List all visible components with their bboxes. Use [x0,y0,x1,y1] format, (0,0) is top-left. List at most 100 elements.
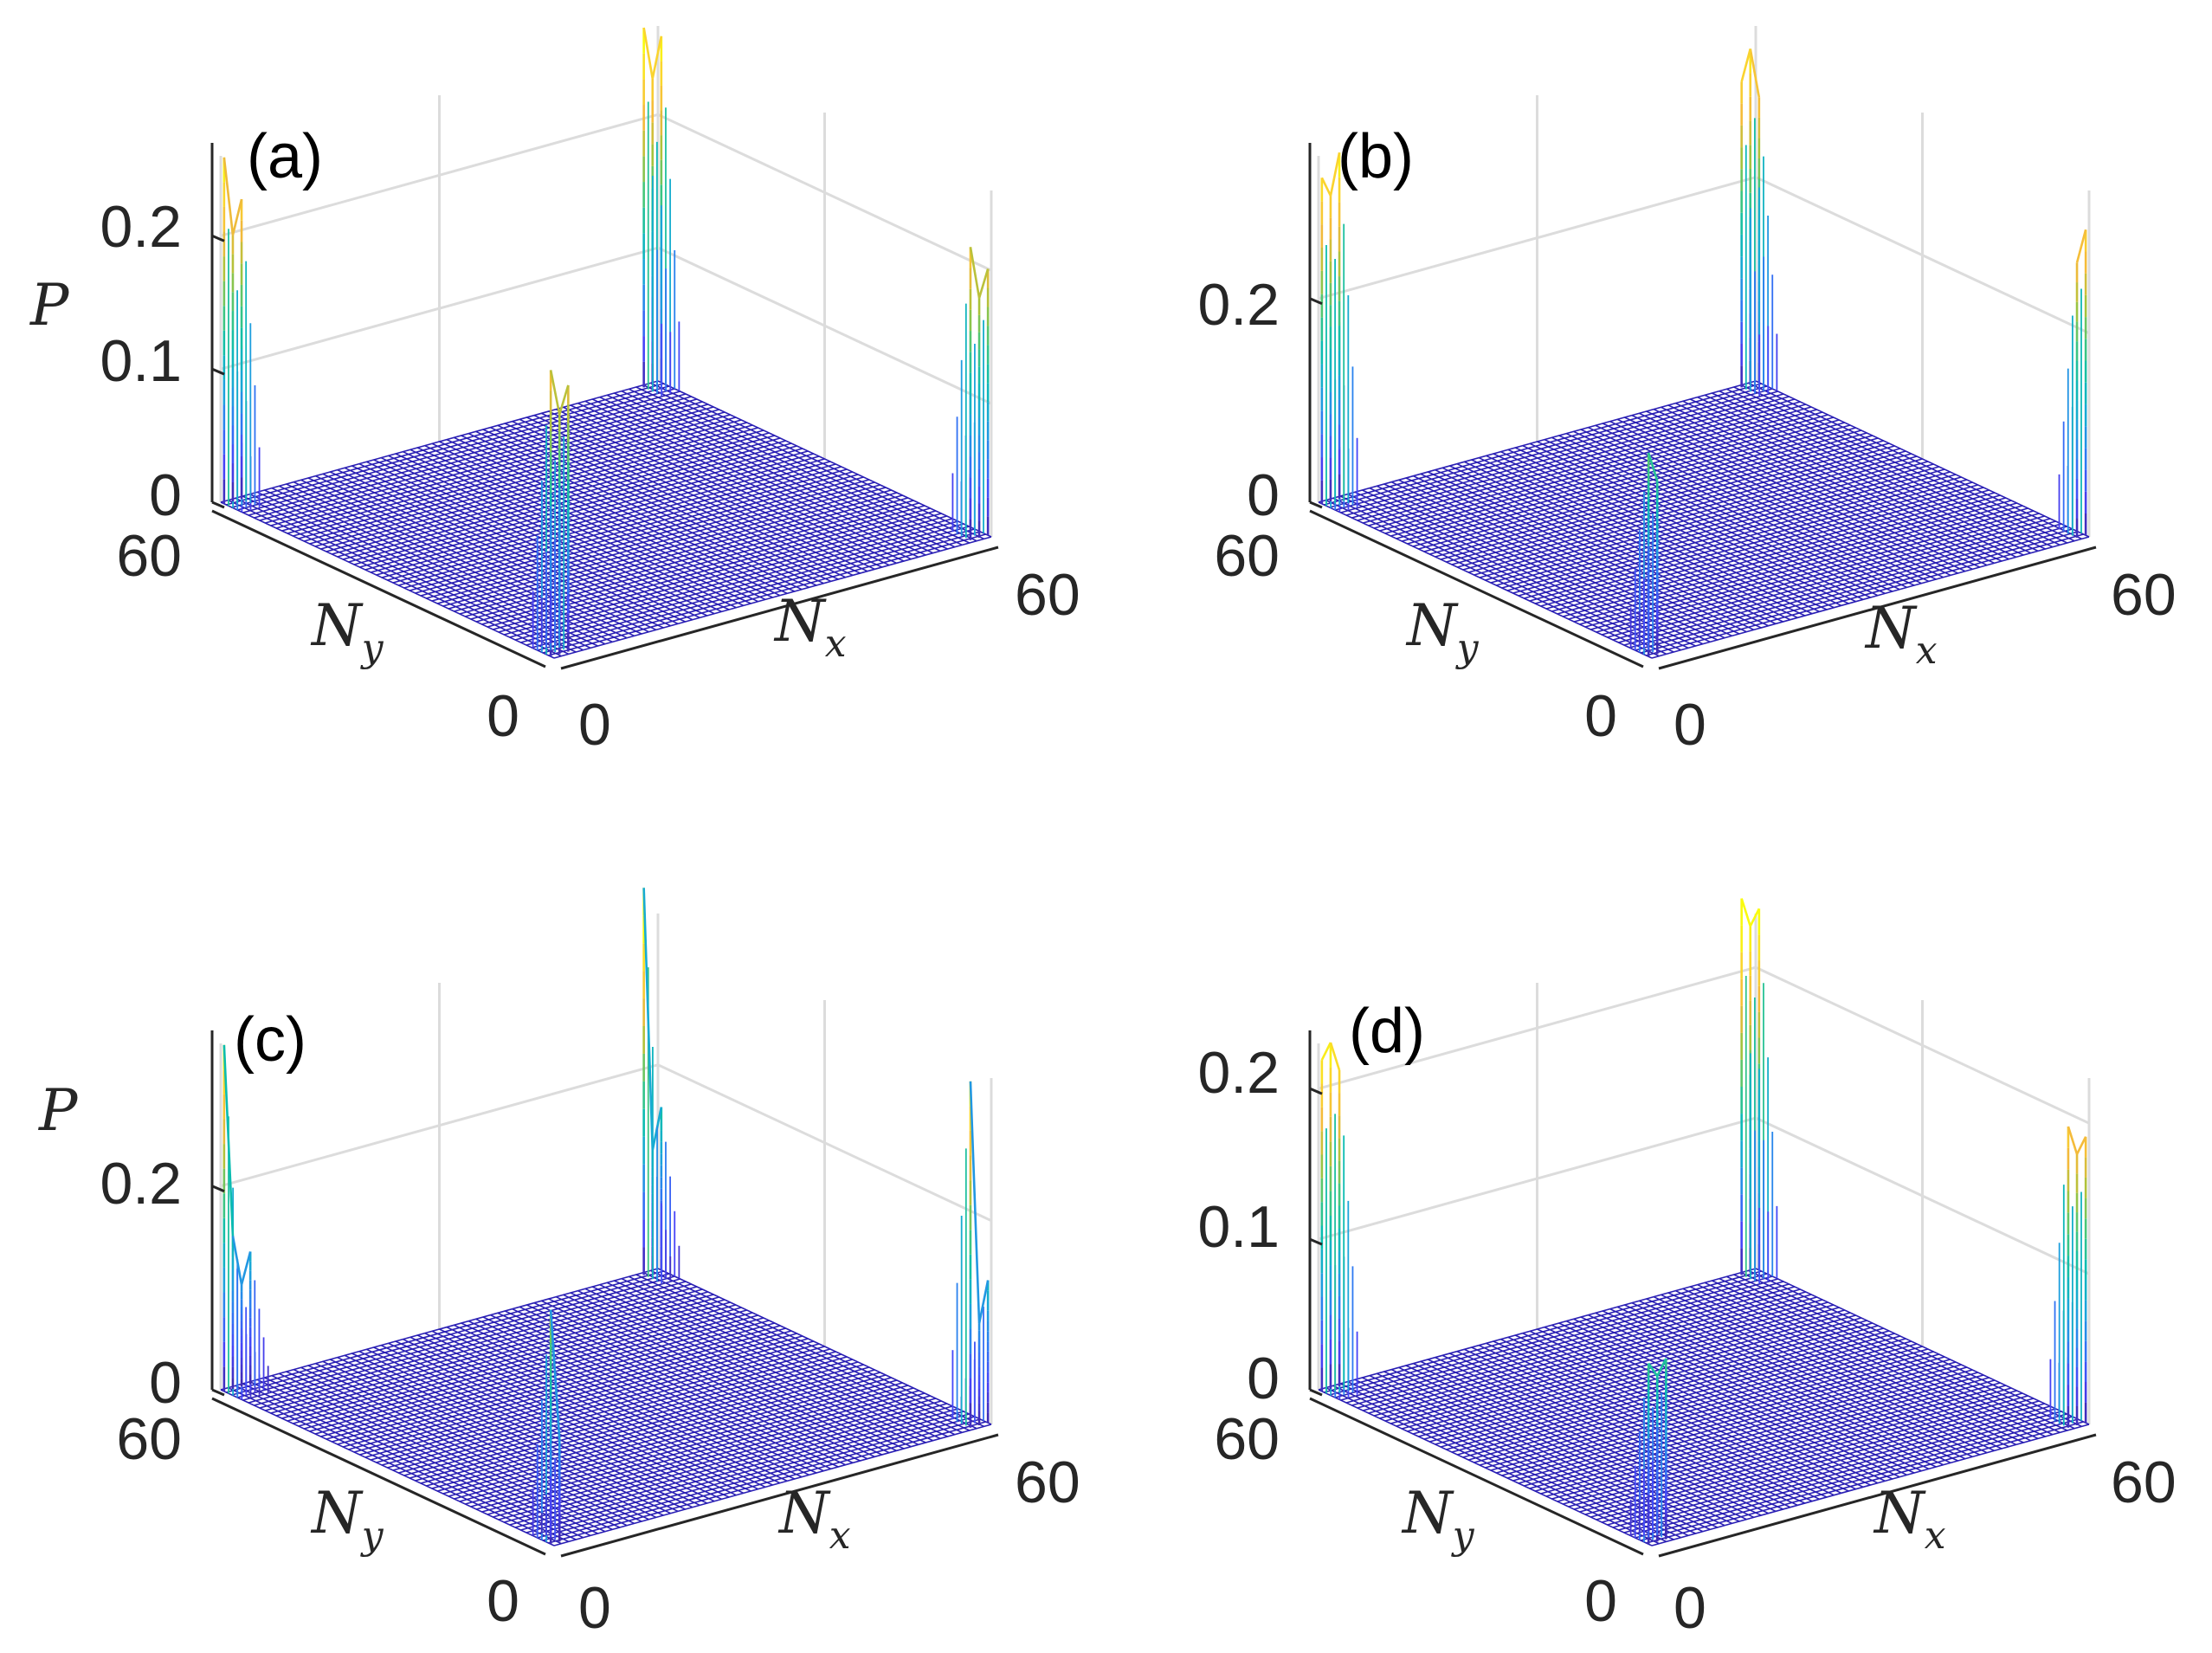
panel-c-peak-ridge [969,1081,981,1324]
panel-a-mesh-line [606,394,941,552]
panel-b-peak-ridge [1749,48,1761,98]
panel-d-ztick-1: 0.1 [1197,1194,1280,1260]
panel-b-peak-ridge [2075,229,2087,263]
panel-a-mesh-line [226,383,664,506]
panel-d-y-axis-line [1309,1397,1644,1556]
panel-b-ztick-1: 0.2 [1197,272,1280,338]
panel-d-mesh-line [1363,1288,1801,1411]
panel-c-mesh-line [650,1269,984,1428]
panel-a-ztick-1: 0.1 [100,328,182,394]
panel-b-mesh-line [1340,391,1778,513]
panel-b-grid-line [1755,176,2090,335]
panel-d-mesh-line [1704,1282,2039,1440]
panel-a-peak-ridge [222,157,235,236]
panel-c-z-tick-mark [211,1388,225,1397]
panel-c-ytick-0: 0 [487,1568,519,1634]
panel-b-mesh-line [1351,396,1790,519]
panel-c-peak-ridge [549,1309,561,1440]
panel-d-mesh-line [1335,1275,1773,1398]
panel-b-mesh-line [1697,396,2032,554]
panel-d-xtick-0: 0 [1674,1575,1706,1641]
panel-d-z-tick-mark [1309,1388,1323,1397]
panel-a-peak-ridge [651,36,663,80]
panel-b-mesh-line [1363,401,1801,524]
panel-b-label: (b) [1338,122,1414,191]
panel-c-mesh-line [275,1294,714,1417]
panel-a-zlabel: P [29,272,70,339]
panel-b-mesh-line [1755,380,2090,538]
panel-d-mesh-line [1689,1286,2024,1443]
panel-d-mesh-line [1697,1283,2032,1442]
panel-b-peak-ridge [1740,48,1752,82]
panel-c-mesh-line [614,1280,948,1437]
panel-b-mesh-line [1740,384,2075,542]
panel-d-grid-line [1755,1116,2090,1275]
panel-a-mesh-line [599,396,934,554]
panel-c-grid [219,914,993,1424]
panel-c-mesh-line [657,1268,992,1425]
panel-a-grid-line [657,113,992,272]
panel-b-x-axis-line [1658,546,2097,670]
panel-a-ytick-0: 0 [487,683,519,749]
panel-a-z-tick-mark [211,234,225,242]
panel-c-mesh-line [591,1286,926,1443]
panel-d-peak-ridge [2075,1136,2087,1155]
panel-d-mesh-line [1373,1294,1812,1417]
panel-d-peak-ridge [1320,1042,1332,1061]
panel-c-grid-line [657,1063,992,1223]
panel-a-label: (a) [247,122,323,191]
panel-c-zlabel: P [38,1077,79,1144]
panel-a-mesh-line [242,391,680,513]
panel-d-ztick-2: 0.2 [1197,1040,1280,1106]
panel-a-surface-mesh [220,380,992,659]
panel-d-mesh-line [1351,1283,1790,1406]
panel-b-mesh-line [1318,380,1757,503]
panel-a-peak-ridge [549,370,561,415]
panel-b-xtick-0: 0 [1674,692,1706,758]
panel-c-ylabel: Ny [310,1480,384,1558]
panel-c-peak-ridge [240,1251,252,1285]
panel-b-grid-line [1318,176,1757,300]
panel-b-mesh-line [1748,382,2082,540]
panel-d-peak-ridge [2067,1126,2079,1155]
panel-c-ytick-60: 60 [116,1406,182,1472]
panel-d-mesh-line [1748,1269,2082,1428]
panel-d-ylabel: Ny [1401,1480,1475,1558]
panel-b-mesh-line [1719,390,2054,548]
panel-c-mesh-line [621,1277,956,1436]
panel-c-peak-ridge [642,888,655,1151]
panel-c-mesh-line [635,1274,971,1431]
panel-c-z-tick-mark [211,1185,225,1193]
panel-a-mesh-line [628,388,963,546]
panel-c-ztick-0: 0 [149,1350,182,1416]
panel-c-ztick-1: 0.2 [100,1151,182,1217]
panel-d-grid-line [1318,1116,1757,1241]
panel-a-x-axis-line [560,546,999,670]
panel-d-z-tick-mark [1309,1237,1323,1246]
panel-d-peak-ridge [1329,1042,1341,1071]
panel-b-xlabel: Nx [1864,595,1938,673]
panel-c: (c) P 0 0.2 60 0 0 60 Ny Nx [38,888,1080,1641]
panel-a-y-axis-line [211,509,546,668]
panel-c-mesh-line [265,1288,703,1411]
panel-c-peak-ridge [231,1236,243,1285]
panel-d-ztick-0: 0 [1247,1346,1280,1411]
panel-b-mesh-line [1373,406,1812,529]
panel-b-z-tick-mark [1309,500,1323,509]
panel-d-mesh-line [1329,1273,1768,1396]
panel-d-peak-ridge [1648,1362,1659,1377]
panel-b-corner-peaks [1320,48,2087,657]
panel-d-mesh-line [1324,1270,1762,1393]
panel-b-y-axis-line [1309,509,1644,668]
panel-a-mesh-line [265,401,703,524]
panel-c-mesh-line [628,1275,963,1434]
panel-a-mesh-line [259,398,698,521]
panel-c-label: (c) [234,1005,306,1075]
panel-a-mesh-line [642,384,977,542]
panel-a-grid-line [220,246,659,371]
panel-a-peak-ridge [977,268,990,299]
panel-c-peak-ridge [977,1280,990,1324]
panel-d-mesh-line [1733,1274,2068,1431]
panel-a-corner-peaks [222,27,990,657]
